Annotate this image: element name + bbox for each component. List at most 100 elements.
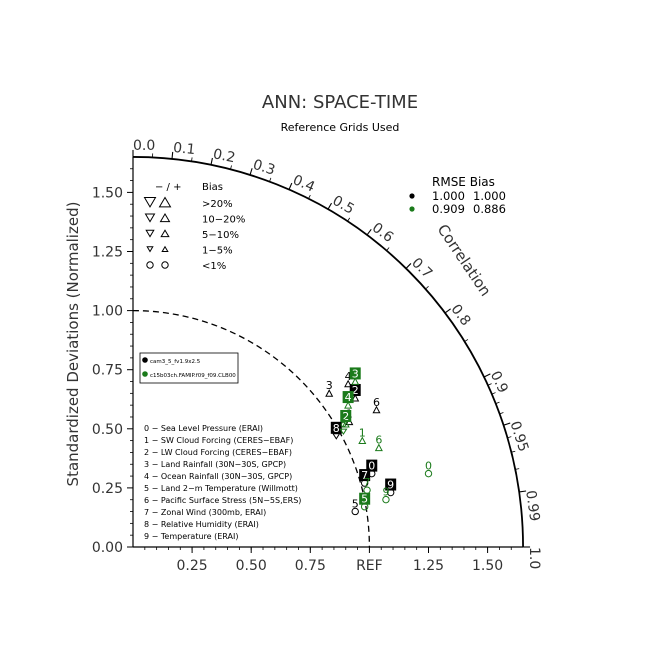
corr-minor-tick	[230, 165, 232, 170]
point-label: 6	[373, 396, 380, 409]
marker-circle	[351, 507, 359, 516]
data-point: 6	[374, 434, 383, 452]
corr-tick-label: 0.99	[522, 489, 542, 522]
variable-label: 0 − Sea Level Pressure (ERAI)	[144, 424, 263, 433]
model-name: cam3_5_fv1.9x2.5	[150, 359, 201, 365]
corr-tick-label: 0.2	[212, 146, 237, 166]
label-box	[366, 459, 378, 472]
data-point: 2	[340, 409, 352, 428]
marker-triangle-up	[341, 419, 350, 428]
rmse-dot	[409, 193, 415, 199]
triangle-up-icon	[161, 245, 169, 252]
variable-label: 2 − LW Cloud Forcing (CERES−EBAF)	[144, 448, 292, 457]
y-tick-label: 1.50	[92, 185, 123, 201]
model-dot	[142, 371, 148, 377]
point-label: 8	[333, 422, 340, 435]
corr-minor-tick	[495, 401, 500, 405]
corr-tick	[444, 308, 451, 314]
point-label: 6	[375, 434, 382, 447]
corr-tick	[483, 373, 491, 378]
triangle-up-icon	[160, 229, 170, 238]
variable-label: 6 − Pacific Surface Stress (5N−5S,ERS)	[144, 496, 301, 505]
y-tick-label: 0.50	[92, 422, 123, 438]
corr-tick	[210, 157, 213, 165]
data-point: 9	[385, 478, 397, 497]
data-points: 01234567890123456789	[325, 367, 433, 516]
bias-legend-title: Bias	[202, 182, 223, 193]
triangle-down-icon	[144, 213, 156, 223]
corr-tick	[249, 168, 253, 176]
label-box	[359, 492, 371, 505]
bias-value: 1.000	[473, 189, 506, 203]
marker-circle	[424, 469, 433, 478]
point-label: 5	[352, 497, 359, 510]
y-tick-label: 0.75	[92, 363, 123, 379]
triangle-up-icon	[159, 213, 171, 223]
corr-tick-label: 0.1	[172, 140, 196, 158]
point-label: 0	[368, 460, 375, 473]
model-legend-box	[139, 352, 239, 384]
point-label: 5	[361, 493, 368, 506]
bias-legend-label: 10−20%	[202, 215, 245, 226]
marker-triangle-up	[374, 443, 383, 452]
point-label: 9	[387, 479, 394, 492]
label-box	[340, 409, 352, 422]
triangle-down-icon	[146, 246, 154, 253]
circle-icon	[161, 261, 169, 269]
bias-legend-label: 1−5%	[202, 246, 233, 257]
reference-arc	[132, 309, 371, 548]
corr-minor-tick	[464, 339, 469, 342]
circle-icon	[146, 261, 154, 269]
triangle-down-icon	[145, 229, 155, 238]
corr-tick	[288, 182, 293, 190]
y-tick-label: 0.25	[92, 481, 123, 497]
corr-tick-label: 1.0	[526, 547, 542, 569]
corr-tick	[327, 202, 333, 210]
model-dot	[142, 357, 148, 363]
corr-tick-label: 0.8	[447, 302, 473, 329]
variable-label: 1 − SW Cloud Forcing (CERES−EBAF)	[144, 436, 293, 445]
chart-title: ANN: SPACE-TIME	[262, 92, 418, 113]
correlation-label: Correlation	[434, 221, 495, 300]
data-point: 7	[363, 476, 371, 494]
rmse-value: 0.909	[432, 202, 465, 216]
rmse-value: 1.000	[432, 189, 465, 203]
y-tick-label: 0.00	[92, 540, 123, 556]
triangle-down-icon	[143, 197, 157, 208]
marker-triangle-up	[372, 405, 381, 414]
variable-label: 3 − Land Rainfall (30N−30S, GPCP)	[144, 460, 286, 469]
model-name: c15b03ch.FAMIP.f09_f09.CLB00	[150, 373, 236, 379]
data-point: 0	[424, 460, 433, 478]
corr-minor-tick	[491, 392, 496, 395]
point-label: 3	[326, 379, 333, 392]
variable-label: 9 − Temperature (ERAI)	[144, 532, 238, 541]
label-box	[342, 391, 354, 404]
rmse-header: RMSE Bias	[432, 175, 495, 189]
label-box	[330, 421, 342, 434]
point-label: 2	[342, 410, 349, 423]
ref-label: REF	[356, 558, 383, 574]
corr-minor-tick	[515, 468, 520, 470]
data-point: 1	[358, 427, 367, 445]
corr-minor-tick	[499, 412, 504, 415]
bias-legend-label: 5−10%	[202, 230, 239, 241]
x-tick-label: 0.75	[295, 558, 326, 574]
corr-tick-label: 0.0	[133, 138, 155, 154]
data-point: 7	[359, 469, 371, 487]
corr-tick	[366, 229, 372, 236]
corr-minor-tick	[347, 217, 351, 222]
data-point: 8	[339, 417, 348, 435]
corr-minor-tick	[487, 383, 492, 386]
point-label: 1	[359, 427, 366, 440]
marker-triangle-up	[344, 401, 353, 409]
corr-minor-tick	[507, 436, 512, 439]
point-label: 3	[352, 367, 359, 380]
corr-minor-tick	[269, 177, 272, 182]
corr-tick-label: 0.3	[251, 157, 277, 179]
x-tick-label: 1.25	[413, 558, 444, 574]
data-point: 5	[359, 492, 371, 511]
variable-label: 4 − Ocean Rainfall (30N−30S, GPCP)	[144, 472, 292, 481]
label-box	[385, 478, 397, 491]
point-label: 9	[382, 486, 389, 499]
point-label: 7	[364, 476, 371, 489]
